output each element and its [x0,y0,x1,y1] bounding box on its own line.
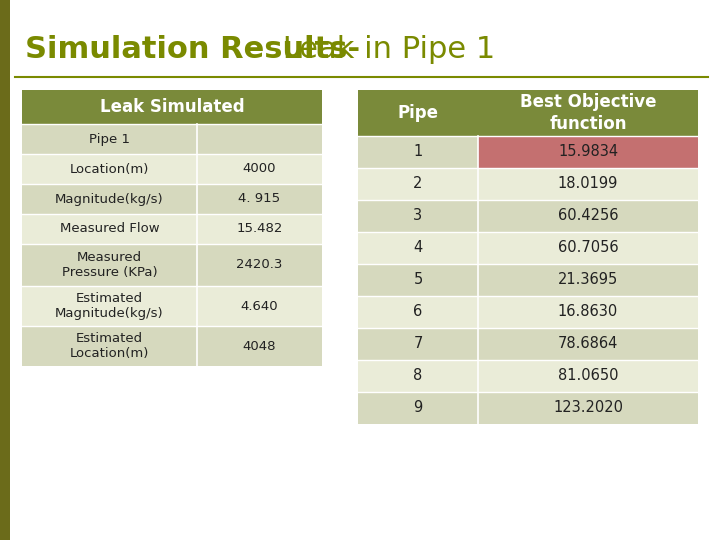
Bar [478,328,698,360]
Text: 2420.3: 2420.3 [236,259,283,272]
Bar [22,286,322,326]
Text: 78.6864: 78.6864 [558,336,618,352]
Bar [478,392,698,424]
Bar [358,232,698,264]
Bar [22,124,322,154]
Bar [478,360,698,392]
Text: 21.3695: 21.3695 [558,273,618,287]
Text: 4048: 4048 [243,340,276,353]
Bar [358,168,698,200]
Text: 4000: 4000 [243,163,276,176]
Bar [478,136,698,168]
Text: Leak in Pipe 1: Leak in Pipe 1 [273,36,495,64]
Text: 4: 4 [413,240,423,255]
Text: Best Objective
function: Best Objective function [520,93,656,133]
Bar [22,184,322,214]
Bar [358,200,698,232]
Text: 15.482: 15.482 [236,222,283,235]
Bar [358,264,698,296]
Text: 123.2020: 123.2020 [553,401,623,415]
Text: Estimated
Location(m): Estimated Location(m) [70,332,149,360]
Text: Measured Flow: Measured Flow [60,222,159,235]
Bar [22,90,322,124]
Text: 2: 2 [413,177,423,192]
Text: Pipe 1: Pipe 1 [89,132,130,145]
Text: Pipe: Pipe [397,104,438,122]
Bar [358,296,698,328]
Text: 7: 7 [413,336,423,352]
Text: 9: 9 [413,401,423,415]
Text: Simulation Results-: Simulation Results- [25,36,360,64]
Bar [478,264,698,296]
Text: 15.9834: 15.9834 [558,145,618,159]
Bar [478,168,698,200]
Text: Magnitude(kg/s): Magnitude(kg/s) [55,192,164,206]
Text: 5: 5 [413,273,423,287]
Bar [22,244,322,286]
Text: 18.0199: 18.0199 [558,177,618,192]
Text: 1: 1 [413,145,423,159]
Text: 8: 8 [413,368,423,383]
Bar [478,200,698,232]
Text: 16.8630: 16.8630 [558,305,618,320]
Text: Location(m): Location(m) [70,163,149,176]
Text: 6: 6 [413,305,423,320]
Text: 4. 915: 4. 915 [238,192,281,206]
Text: 4.640: 4.640 [240,300,279,313]
Bar [358,136,698,168]
Bar [358,90,698,136]
Text: Leak Simulated: Leak Simulated [99,98,244,116]
Bar [478,296,698,328]
Bar [358,328,698,360]
Bar [22,214,322,244]
Bar [358,392,698,424]
Text: 60.4256: 60.4256 [558,208,618,224]
Bar [22,326,322,366]
Text: 3: 3 [413,208,423,224]
Text: 81.0650: 81.0650 [558,368,618,383]
Bar [0,0,10,540]
Bar [22,154,322,184]
Bar [478,232,698,264]
Text: Measured
Pressure (KPa): Measured Pressure (KPa) [62,251,157,279]
Text: 60.7056: 60.7056 [558,240,618,255]
Bar [358,360,698,392]
Text: Estimated
Magnitude(kg/s): Estimated Magnitude(kg/s) [55,292,164,320]
